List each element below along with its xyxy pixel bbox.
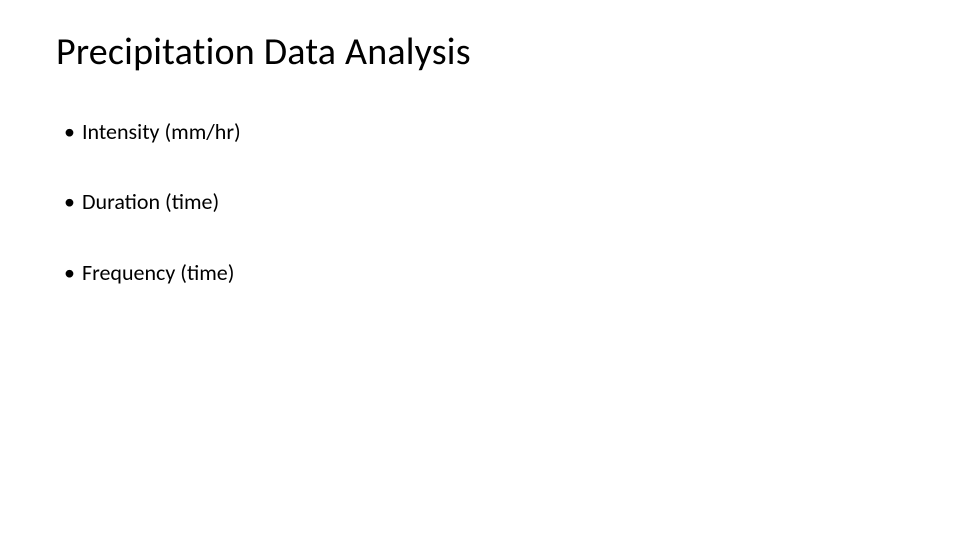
bullet-item: Intensity (mm/hr) (64, 118, 904, 147)
slide-title: Precipitation Data Analysis (56, 30, 904, 76)
bullet-list: Intensity (mm/hr) Duration (time) Freque… (56, 118, 904, 288)
bullet-item: Frequency (time) (64, 259, 904, 288)
slide: Precipitation Data Analysis Intensity (m… (0, 0, 960, 540)
bullet-item: Duration (time) (64, 188, 904, 217)
